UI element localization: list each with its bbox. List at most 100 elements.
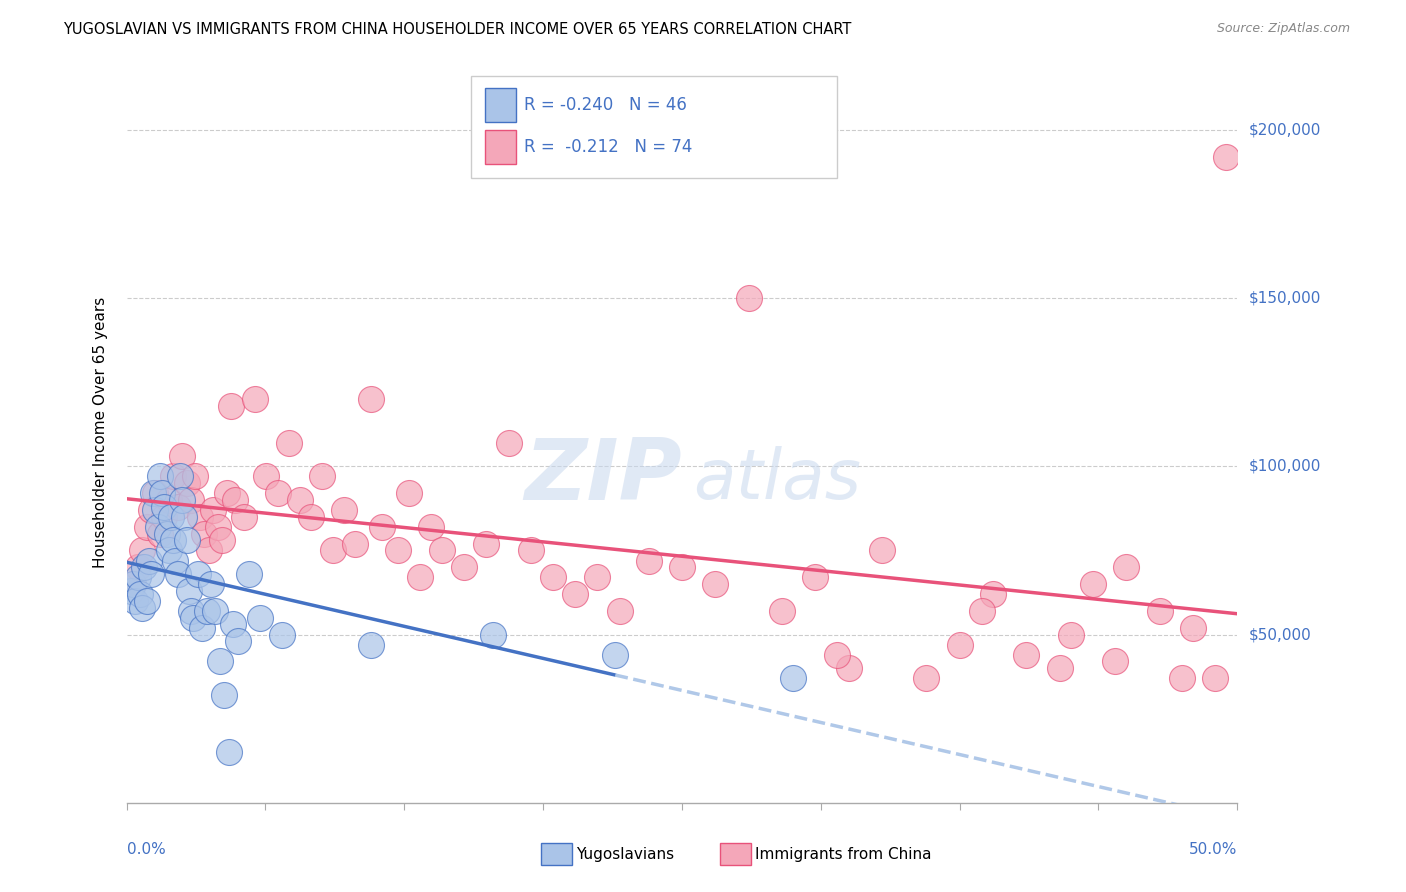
Point — [138, 553, 160, 567]
Point — [157, 492, 180, 507]
Point — [256, 469, 278, 483]
Point — [564, 587, 586, 601]
Point — [166, 500, 188, 514]
Point — [173, 509, 195, 524]
Point — [782, 671, 804, 685]
Point — [122, 577, 145, 591]
Point — [371, 520, 394, 534]
Point — [453, 560, 475, 574]
Point — [218, 745, 240, 759]
Point — [249, 610, 271, 624]
Point — [498, 435, 520, 450]
Text: ZIP: ZIP — [524, 435, 682, 518]
Point — [135, 594, 157, 608]
Point — [153, 509, 176, 524]
Point — [344, 536, 367, 550]
Point — [1204, 671, 1226, 685]
Point — [191, 621, 214, 635]
Point — [195, 604, 218, 618]
Text: 50.0%: 50.0% — [1189, 842, 1237, 856]
Point — [266, 486, 288, 500]
Point — [122, 577, 145, 591]
Text: atlas: atlas — [693, 446, 860, 513]
Point — [704, 577, 727, 591]
Point — [160, 509, 183, 524]
Point — [586, 570, 609, 584]
Point — [419, 520, 441, 534]
Point — [211, 533, 233, 548]
Point — [157, 543, 180, 558]
Point — [153, 500, 176, 514]
Point — [360, 392, 382, 406]
Point — [398, 486, 420, 500]
Point — [180, 492, 202, 507]
Point — [226, 634, 249, 648]
Point — [1115, 560, 1137, 574]
Point — [637, 553, 659, 567]
Point — [770, 604, 793, 618]
Point — [737, 291, 759, 305]
Point — [169, 469, 191, 483]
Text: $200,000: $200,000 — [1249, 122, 1320, 137]
Point — [131, 600, 153, 615]
Point — [222, 617, 245, 632]
Point — [233, 509, 256, 524]
Point — [541, 570, 564, 584]
Text: R = -0.240   N = 46: R = -0.240 N = 46 — [524, 96, 688, 114]
Point — [202, 503, 225, 517]
Point — [172, 492, 194, 507]
Point — [1015, 648, 1038, 662]
Text: R =  -0.212   N = 74: R = -0.212 N = 74 — [524, 138, 693, 156]
Point — [176, 476, 198, 491]
Point — [970, 604, 993, 618]
Point — [162, 533, 184, 548]
Point — [207, 520, 229, 534]
Point — [827, 648, 849, 662]
Point — [177, 583, 200, 598]
Point — [949, 638, 972, 652]
Point — [131, 543, 153, 558]
Point — [1081, 577, 1104, 591]
Point — [322, 543, 344, 558]
Point — [271, 627, 294, 641]
Text: $150,000: $150,000 — [1249, 291, 1320, 305]
Point — [127, 570, 149, 584]
Point — [181, 610, 204, 624]
Point — [1049, 661, 1071, 675]
Point — [197, 543, 219, 558]
Point — [149, 469, 172, 483]
Point — [311, 469, 333, 483]
Point — [165, 553, 187, 567]
Point — [804, 570, 827, 584]
Point — [288, 492, 311, 507]
Point — [145, 503, 167, 517]
Point — [214, 688, 236, 702]
Point — [671, 560, 693, 574]
Point — [238, 566, 260, 581]
Text: YUGOSLAVIAN VS IMMIGRANTS FROM CHINA HOUSEHOLDER INCOME OVER 65 YEARS CORRELATIO: YUGOSLAVIAN VS IMMIGRANTS FROM CHINA HOU… — [63, 22, 852, 37]
Point — [430, 543, 453, 558]
Point — [162, 469, 184, 483]
Point — [134, 560, 156, 574]
Point — [184, 469, 207, 483]
Point — [245, 392, 267, 406]
Point — [187, 566, 209, 581]
Point — [155, 526, 177, 541]
Point — [1181, 621, 1204, 635]
Point — [333, 503, 356, 517]
Point — [208, 655, 231, 669]
Point — [204, 604, 226, 618]
Point — [146, 520, 169, 534]
Point — [870, 543, 893, 558]
Text: Immigrants from China: Immigrants from China — [755, 847, 932, 862]
Point — [1104, 655, 1126, 669]
Point — [124, 594, 146, 608]
Point — [215, 486, 238, 500]
Point — [1149, 604, 1171, 618]
Point — [224, 492, 246, 507]
Point — [150, 486, 173, 500]
Point — [981, 587, 1004, 601]
Point — [139, 566, 162, 581]
Text: $100,000: $100,000 — [1249, 458, 1320, 474]
Point — [838, 661, 860, 675]
